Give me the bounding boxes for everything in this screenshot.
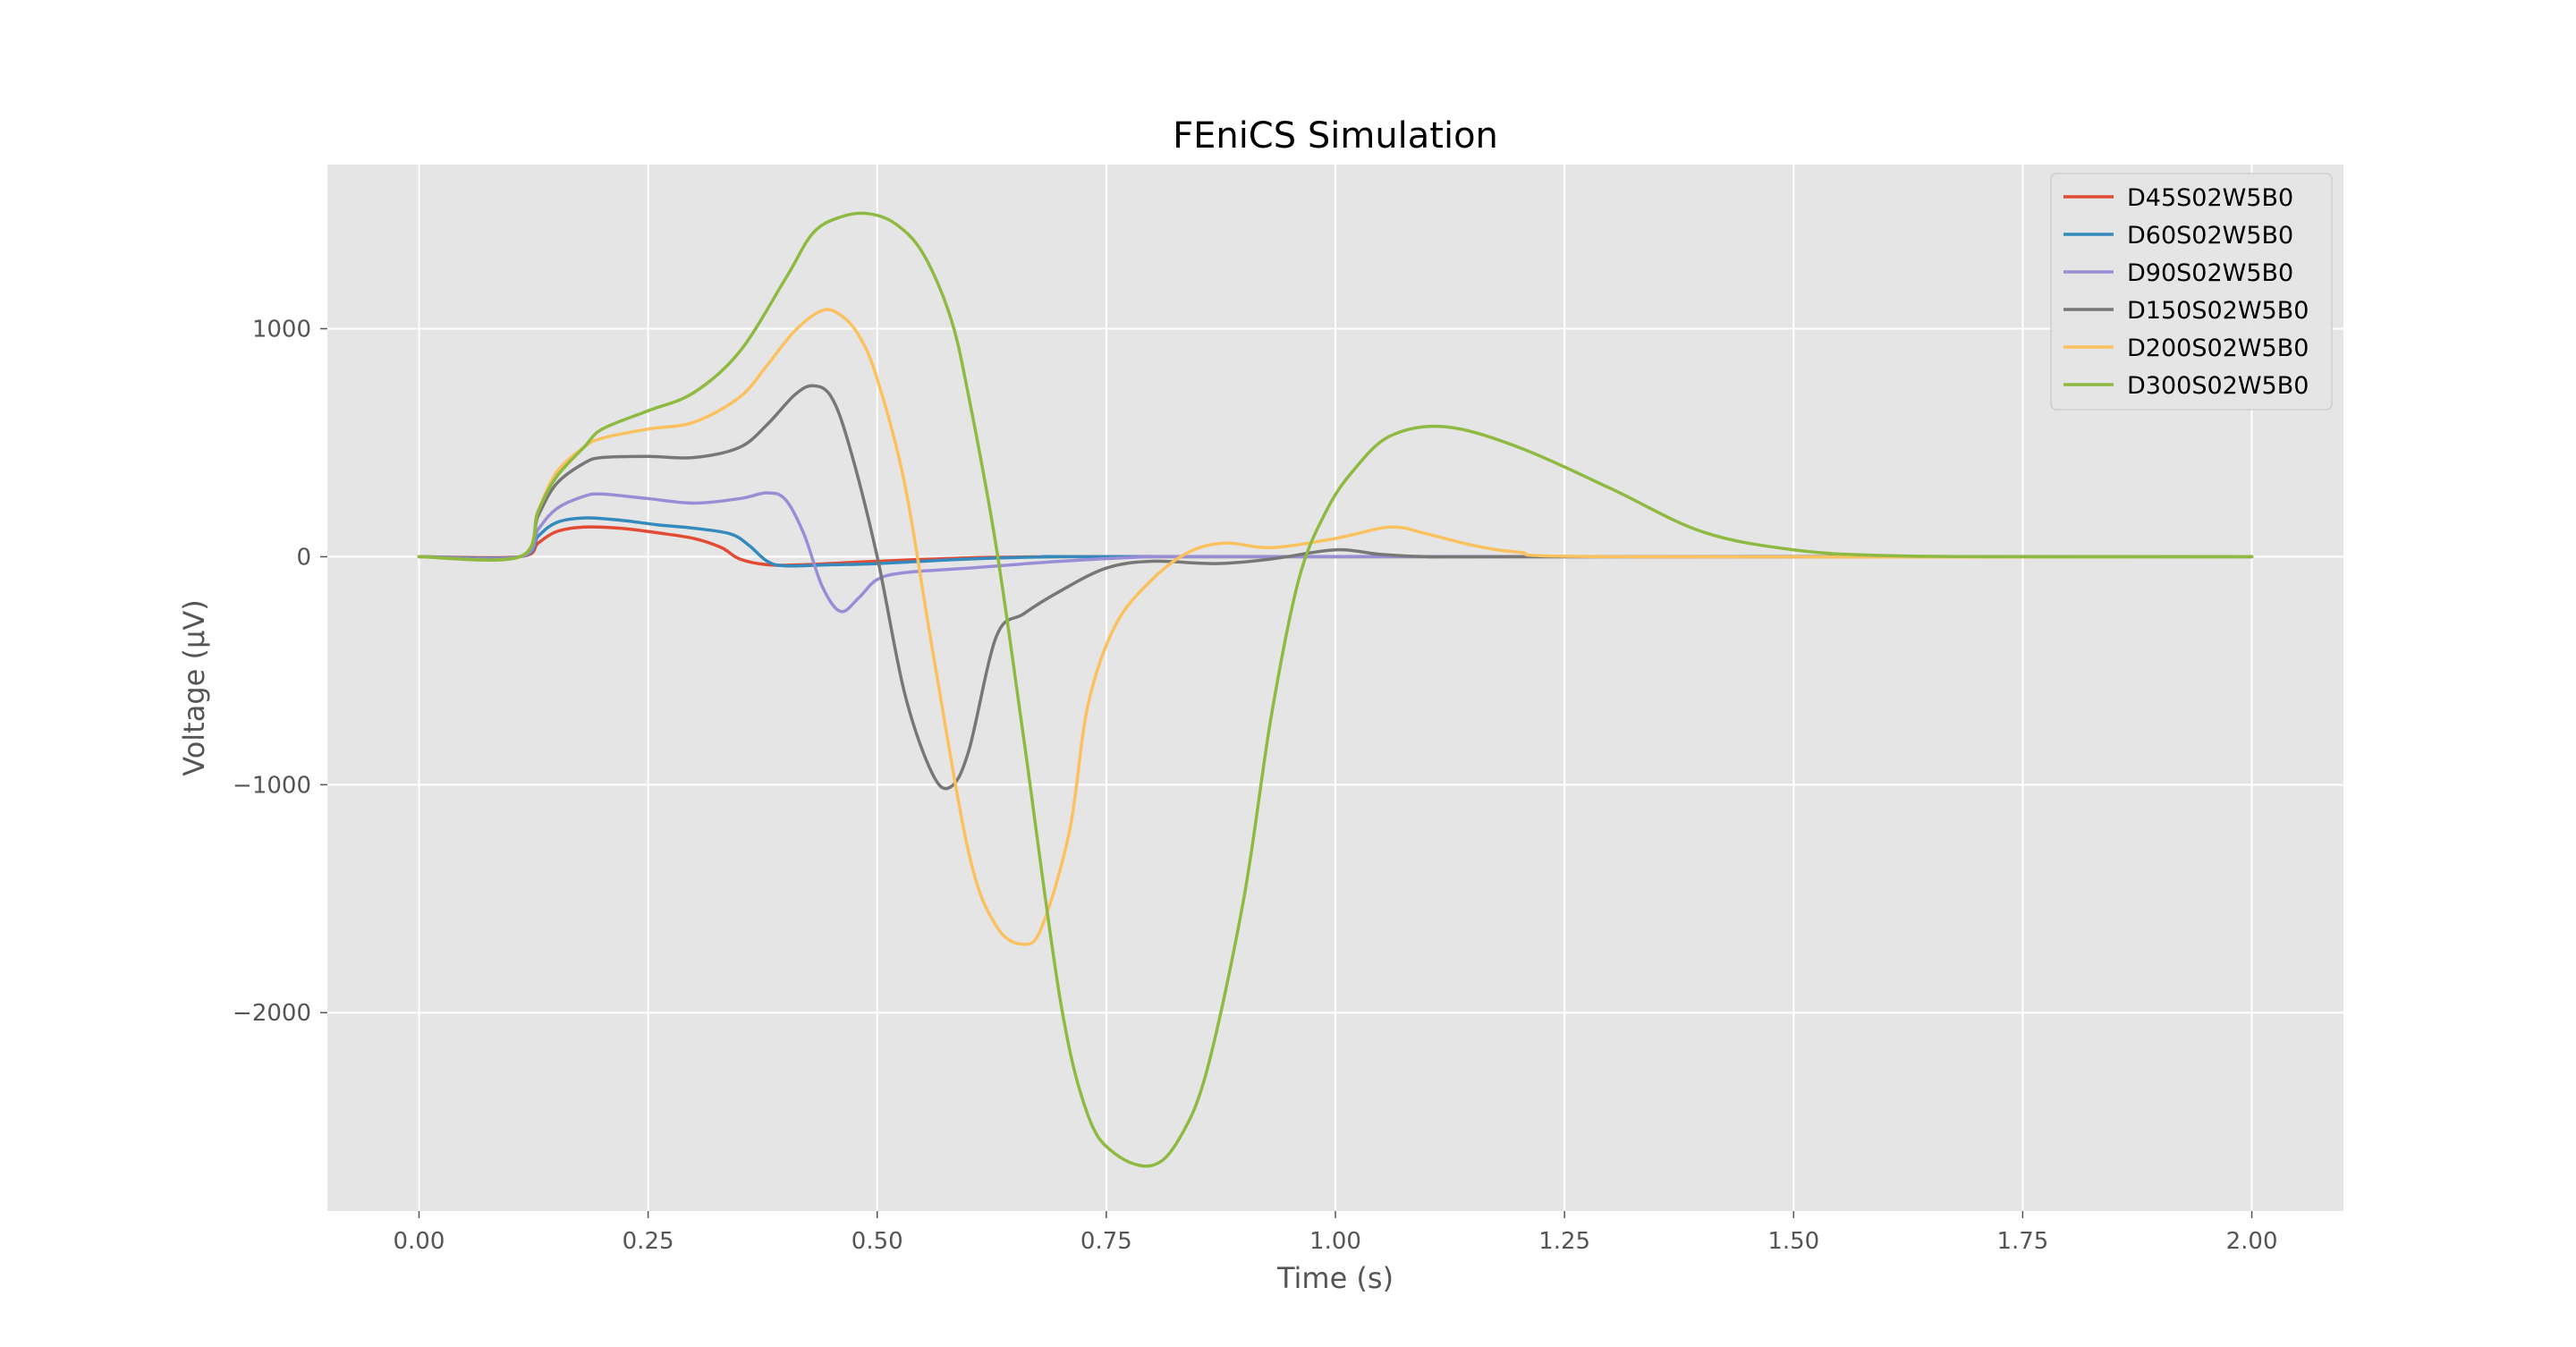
legend-label: D200S02W5B0 bbox=[2127, 335, 2309, 362]
series-line-d300s02w5b0 bbox=[417, 211, 2254, 1168]
series-line-d90s02w5b0 bbox=[417, 491, 2254, 614]
x-ticks: 0.00 0.25 0.50 0.75 1.00 1.25 1.50 1.75 2.00 bbox=[394, 1211, 2278, 1255]
y-tick-label: 1000 bbox=[252, 317, 311, 343]
x-tick-label: 1.00 bbox=[1309, 1228, 1361, 1255]
legend: D45S02W5B0 D60S02W5B0 D90S02W5B0 D150S02W5B… bbox=[2050, 173, 2333, 411]
y-ticks: 1000 0 −1000 −2000 bbox=[233, 317, 327, 1027]
series-line-d150s02w5b0 bbox=[417, 384, 2254, 791]
legend-label: D45S02W5B0 bbox=[2127, 184, 2293, 212]
x-tick-label: 1.75 bbox=[1996, 1228, 2048, 1255]
x-tick-label: 0.25 bbox=[623, 1228, 674, 1255]
legend-label: D90S02W5B0 bbox=[2127, 259, 2293, 287]
series-line-d200s02w5b0 bbox=[417, 308, 2254, 946]
legend-label: D300S02W5B0 bbox=[2127, 372, 2309, 400]
x-axis-label: Time (s) bbox=[1276, 1261, 1394, 1295]
legend-label: D60S02W5B0 bbox=[2127, 222, 2293, 250]
legend-label: D150S02W5B0 bbox=[2127, 297, 2309, 325]
y-tick-label: −2000 bbox=[233, 1000, 311, 1027]
y-tick-label: 0 bbox=[296, 544, 311, 571]
x-tick-label: 2.00 bbox=[2226, 1228, 2278, 1255]
y-axis-label: Voltage (μV) bbox=[177, 599, 211, 775]
series-layer bbox=[417, 211, 2254, 1168]
x-tick-label: 0.75 bbox=[1080, 1228, 1132, 1255]
y-tick-label: −1000 bbox=[233, 772, 311, 799]
legend-frame bbox=[2050, 173, 2333, 411]
x-tick-label: 1.50 bbox=[1767, 1228, 1819, 1255]
chart-title: FEniCS Simulation bbox=[1173, 115, 1498, 157]
x-tick-label: 1.25 bbox=[1538, 1228, 1590, 1255]
x-tick-label: 0.50 bbox=[852, 1228, 903, 1255]
x-tick-label: 0.00 bbox=[394, 1228, 445, 1255]
